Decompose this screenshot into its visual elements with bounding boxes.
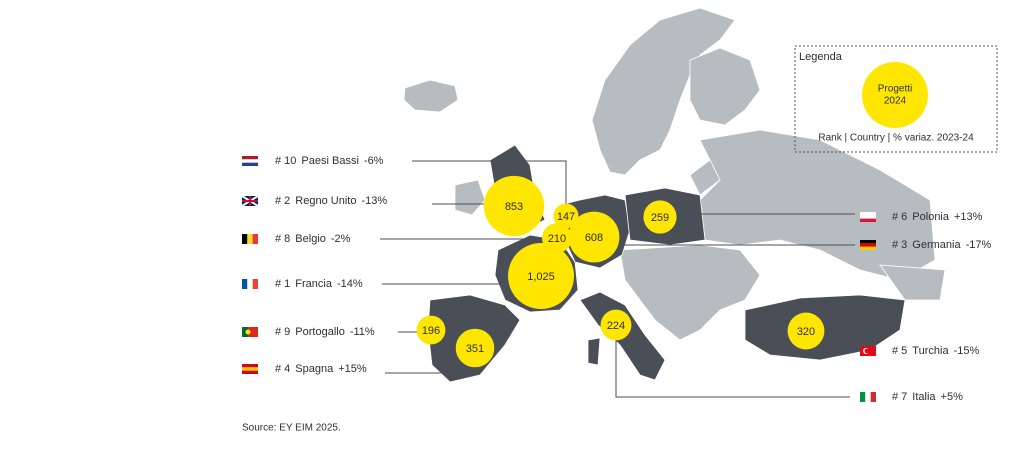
country-name: Portogallo — [295, 326, 345, 338]
bubble — [508, 243, 574, 309]
change: -2% — [331, 233, 351, 245]
flag-stripe — [870, 392, 876, 402]
bubble — [553, 203, 579, 229]
flag-stripe — [865, 392, 871, 402]
change: -6% — [364, 155, 384, 167]
country-label: # 8 Belgio -2% — [275, 233, 351, 245]
change: -11% — [350, 326, 375, 338]
country-name: Francia — [295, 278, 333, 290]
country-name: Paesi Bassi — [301, 155, 358, 167]
country-label: # 9 Portogallo -11% — [275, 326, 375, 338]
change: -13% — [361, 195, 387, 207]
flag-stripe — [242, 279, 248, 289]
bubble — [416, 315, 446, 345]
legend-box — [794, 45, 998, 153]
legend-caption: Rank | Country | % variaz. 2023-24 — [818, 133, 974, 144]
flag-stripe — [860, 243, 876, 247]
country-label: # 4 Spagna +15% — [275, 363, 367, 375]
base-map — [403, 7, 946, 341]
country-label: # 7 Italia +5% — [892, 391, 963, 403]
rank: # 3 — [892, 239, 907, 251]
rank: # 4 — [275, 363, 290, 375]
rank: # 10 — [275, 155, 296, 167]
leader-line — [615, 338, 850, 398]
flag-stripe — [860, 392, 866, 402]
flag-stripe — [860, 218, 876, 222]
bubble-label: 1,025 — [527, 271, 555, 283]
country-name: Italia — [912, 391, 936, 403]
country-name: Belgio — [295, 233, 326, 245]
source: Source: EY EIM 2025. — [242, 423, 341, 434]
country-label: # 6 Polonia +13% — [892, 211, 983, 223]
leader-line — [385, 359, 466, 374]
bubble — [455, 328, 495, 368]
rank: # 8 — [275, 233, 290, 245]
flag-stripe — [242, 364, 258, 368]
legend-bubble-label: Progetti — [878, 84, 912, 95]
bubble — [600, 309, 632, 341]
country-name: Regno Unito — [295, 195, 356, 207]
flag-stripe — [242, 159, 258, 163]
flag-stripe — [242, 367, 258, 371]
flag-stripe — [242, 156, 258, 160]
flag — [242, 327, 248, 337]
rank: # 9 — [275, 326, 290, 338]
change: +15% — [338, 363, 367, 375]
flag-stripe — [242, 162, 258, 166]
change: -17% — [966, 239, 992, 251]
change: -15% — [954, 345, 980, 357]
legend-bubble — [862, 62, 928, 128]
country-name: Turchia — [912, 345, 949, 357]
flag-stripe — [860, 246, 876, 250]
country-label: # 1 Francia -14% — [275, 278, 363, 290]
change: +5% — [941, 391, 964, 403]
flag-stripe — [860, 215, 876, 219]
legend-title: Legenda — [799, 51, 843, 63]
bubble — [568, 211, 620, 263]
rank: # 5 — [892, 345, 907, 357]
legend-bubble-label: 2024 — [884, 96, 907, 107]
flag — [864, 348, 870, 354]
change: +13% — [954, 211, 983, 223]
flag-stripe — [252, 234, 258, 244]
bubble-label: 853 — [505, 201, 523, 213]
bubble — [643, 200, 677, 234]
bubble-label: 224 — [607, 320, 625, 332]
country-label: # 5 Turchia -15% — [892, 345, 979, 357]
flag-cross — [242, 196, 258, 206]
country-name: Germania — [912, 239, 961, 251]
rank: # 2 — [275, 195, 290, 207]
country-label: # 3 Germania -17% — [892, 239, 991, 251]
flag-stripe — [242, 234, 248, 244]
rank: # 1 — [275, 278, 290, 290]
change: -14% — [337, 278, 363, 290]
bubble-label: 320 — [797, 326, 815, 338]
flag-stripe — [252, 279, 258, 289]
flag-stripe — [242, 370, 258, 374]
bubble-label: 608 — [585, 232, 603, 244]
country-label: # 10 Paesi Bassi -6% — [275, 155, 384, 167]
country-name: Spagna — [295, 363, 334, 375]
bubble-label: 210 — [548, 233, 566, 245]
bubble-label: 351 — [466, 343, 484, 355]
flag-stripe — [247, 279, 253, 289]
rank: # 6 — [892, 211, 907, 223]
country-name: Polonia — [912, 211, 950, 223]
flag-stripe — [860, 212, 876, 216]
flag — [245, 329, 251, 335]
bubble-label: 196 — [422, 325, 440, 337]
country-label: # 2 Regno Unito -13% — [275, 195, 387, 207]
flag-stripe — [860, 240, 876, 244]
bubble — [483, 175, 545, 237]
bubble-label: 147 — [557, 211, 575, 223]
bubble-label: 259 — [651, 212, 669, 224]
rank: # 7 — [892, 391, 907, 403]
leader-line — [412, 160, 567, 205]
bubble — [787, 312, 825, 350]
flag-stripe — [247, 234, 253, 244]
